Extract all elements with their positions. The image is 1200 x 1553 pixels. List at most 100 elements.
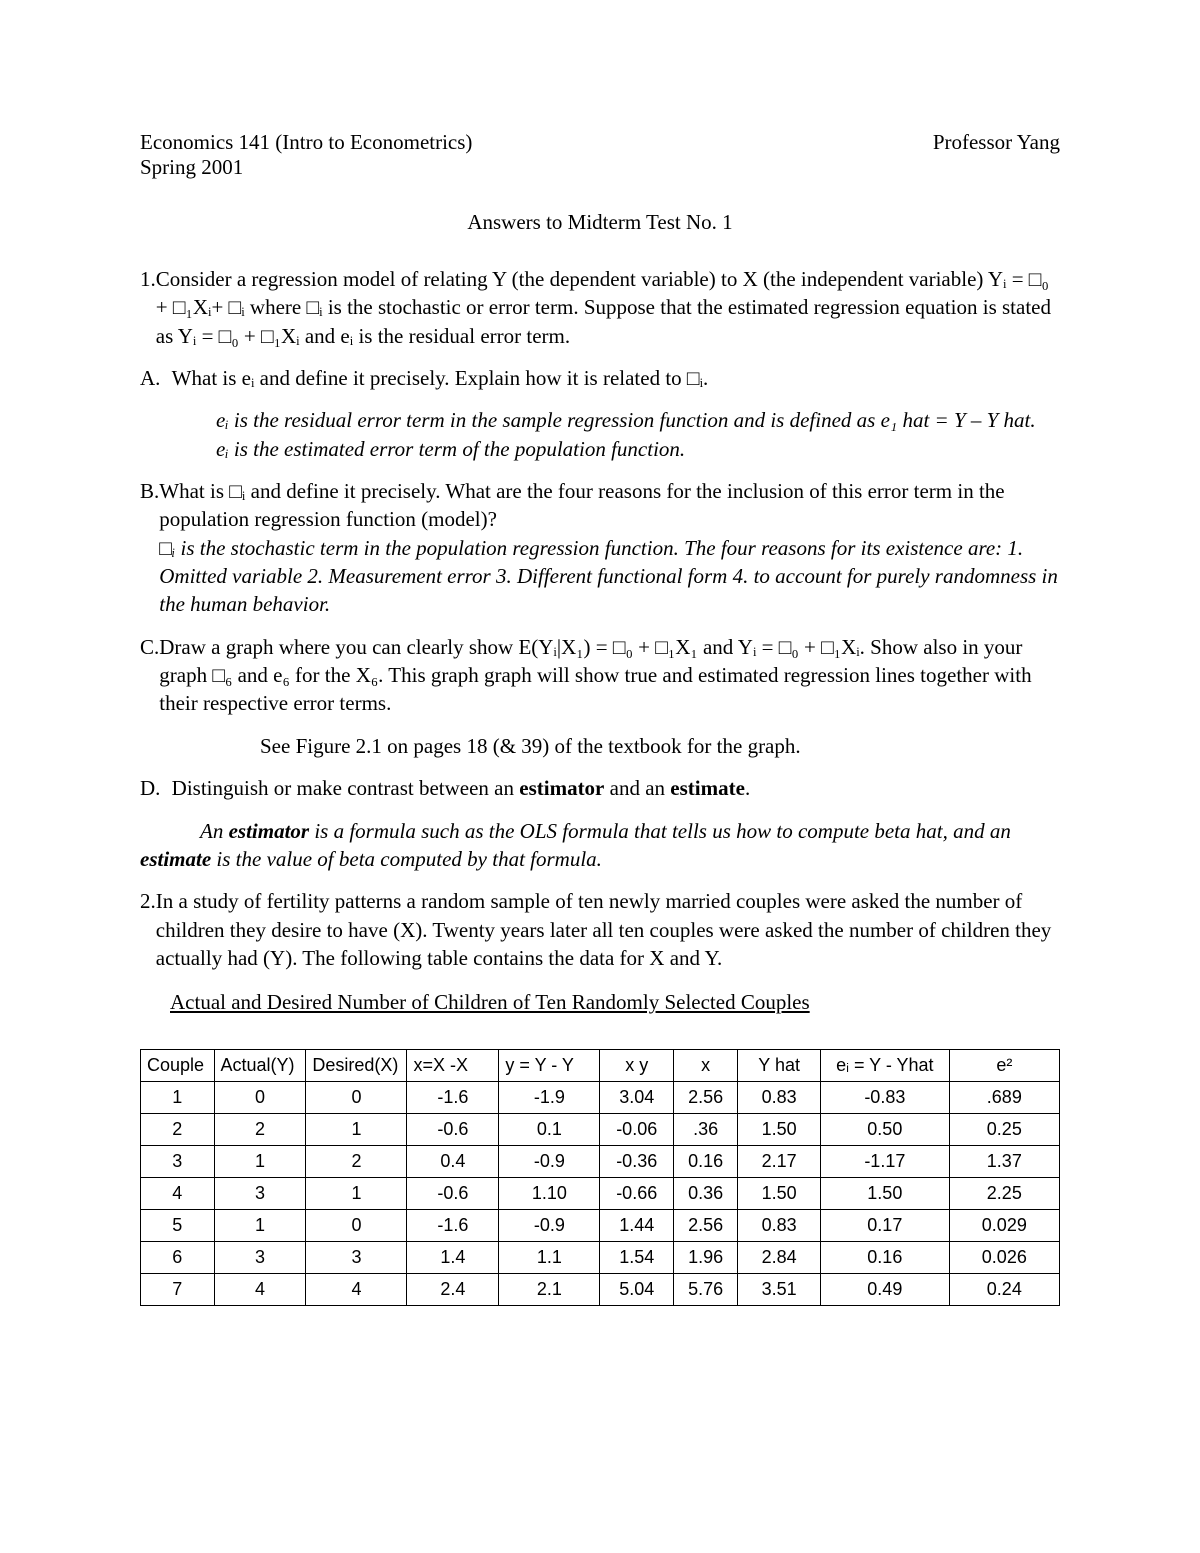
d-mid: and an	[604, 776, 670, 800]
table-title: Actual and Desired Number of Children of…	[140, 990, 1060, 1015]
term: Spring 2001	[140, 155, 472, 180]
part-label: B.	[140, 477, 159, 619]
course-title: Economics 141 (Intro to Econometrics)	[140, 130, 472, 155]
question-1b: B. What is □ᵢ and define it precisely. W…	[140, 477, 1060, 619]
table-cell: 1	[306, 1178, 407, 1210]
table-cell: 3	[306, 1242, 407, 1274]
table-cell: 0.16	[673, 1146, 737, 1178]
table-cell: 2.56	[673, 1210, 737, 1242]
table-column-header: eᵢ = Y - Yhat	[821, 1050, 950, 1082]
table-cell: 3	[214, 1242, 306, 1274]
table-cell: 1.96	[673, 1242, 737, 1274]
table-cell: 0.029	[949, 1210, 1059, 1242]
table-cell: 5.76	[673, 1274, 737, 1306]
table-cell: -1.17	[821, 1146, 950, 1178]
table-cell: 2	[306, 1146, 407, 1178]
table-cell: 3	[141, 1146, 215, 1178]
answer-1b: □ᵢ is the stochastic term in the populat…	[159, 534, 1060, 619]
table-cell: -1.9	[499, 1082, 600, 1114]
table-cell: 1	[141, 1082, 215, 1114]
table-cell: 0.4	[407, 1146, 499, 1178]
part-prompt: Draw a graph where you can clearly show …	[159, 633, 1060, 718]
table-cell: 1.10	[499, 1178, 600, 1210]
d-ans-w2: estimate	[140, 847, 211, 871]
table-cell: 0.026	[949, 1242, 1059, 1274]
table-cell: 0.24	[949, 1274, 1059, 1306]
d-suffix: .	[745, 776, 750, 800]
d-ans-mid2: is the value of beta computed by that fo…	[211, 847, 602, 871]
table-cell: 2.25	[949, 1178, 1059, 1210]
table-cell: -1.6	[407, 1210, 499, 1242]
question-number: 1.	[140, 265, 156, 350]
table-row: 221-0.60.1-0.06.361.500.500.25	[141, 1114, 1060, 1146]
table-cell: 3.04	[600, 1082, 674, 1114]
table-cell: 0.16	[821, 1242, 950, 1274]
table-body: 100-1.6-1.93.042.560.83-0.83.689221-0.60…	[141, 1082, 1060, 1306]
table-cell: 0.36	[673, 1178, 737, 1210]
question-1c: C. Draw a graph where you can clearly sh…	[140, 633, 1060, 718]
table-column-header: Actual(Y)	[214, 1050, 306, 1082]
question-1d: D. Distinguish or make contrast between …	[140, 774, 1060, 802]
answer-1a-line2: eᵢ is the estimated error term of the po…	[140, 435, 1060, 463]
table-cell: 0	[214, 1082, 306, 1114]
part-label: C.	[140, 633, 159, 718]
table-row: 7442.42.15.045.763.510.490.24	[141, 1274, 1060, 1306]
table-cell: 1.37	[949, 1146, 1059, 1178]
table-cell: 1.1	[499, 1242, 600, 1274]
data-table: CoupleActual(Y)Desired(X)x=X -Xy = Y - Y…	[140, 1049, 1060, 1306]
table-column-header: e²	[949, 1050, 1059, 1082]
table-cell: 3	[214, 1178, 306, 1210]
table-cell: 1	[306, 1114, 407, 1146]
table-cell: .689	[949, 1082, 1059, 1114]
table-cell: -0.6	[407, 1178, 499, 1210]
answer-1d: An estimator is a formula such as the OL…	[140, 817, 1060, 874]
table-cell: .36	[673, 1114, 737, 1146]
table-cell: -0.36	[600, 1146, 674, 1178]
answer-1a-line1: eᵢ is the residual error term in the sam…	[140, 406, 1060, 434]
table-cell: 1.54	[600, 1242, 674, 1274]
question-text: Consider a regression model of relating …	[156, 265, 1060, 350]
table-cell: 1.50	[738, 1114, 821, 1146]
table-column-header: x y	[600, 1050, 674, 1082]
table-cell: -1.6	[407, 1082, 499, 1114]
table-cell: 1	[214, 1210, 306, 1242]
table-cell: 6	[141, 1242, 215, 1274]
table-cell: 3.51	[738, 1274, 821, 1306]
table-cell: 2.17	[738, 1146, 821, 1178]
question-1a: A. What is eᵢ and define it precisely. E…	[140, 364, 1060, 392]
table-cell: 0.83	[738, 1210, 821, 1242]
question-number: 2.	[140, 887, 156, 972]
table-column-header: y = Y - Y	[499, 1050, 600, 1082]
document-page: Economics 141 (Intro to Econometrics) Sp…	[0, 0, 1200, 1553]
table-cell: -0.06	[600, 1114, 674, 1146]
table-cell: -0.83	[821, 1082, 950, 1114]
question-2: 2. In a study of fertility patterns a ra…	[140, 887, 1060, 972]
question-text: In a study of fertility patterns a rando…	[156, 887, 1060, 972]
document-header: Economics 141 (Intro to Econometrics) Sp…	[140, 130, 1060, 180]
table-column-header: x=X -X	[407, 1050, 499, 1082]
table-cell: 1.50	[821, 1178, 950, 1210]
table-cell: 4	[141, 1178, 215, 1210]
table-row: 3120.4-0.9-0.360.162.17-1.171.37	[141, 1146, 1060, 1178]
table-header: CoupleActual(Y)Desired(X)x=X -Xy = Y - Y…	[141, 1050, 1060, 1082]
table-cell: 0	[306, 1210, 407, 1242]
table-cell: 5	[141, 1210, 215, 1242]
header-left: Economics 141 (Intro to Econometrics) Sp…	[140, 130, 472, 180]
d-word1: estimator	[519, 776, 604, 800]
part-label: A.	[140, 366, 160, 390]
table-cell: 1	[214, 1146, 306, 1178]
table-column-header: Desired(X)	[306, 1050, 407, 1082]
table-cell: -0.9	[499, 1210, 600, 1242]
table-row: 100-1.6-1.93.042.560.83-0.83.689	[141, 1082, 1060, 1114]
d-ans-mid1: is a formula such as the OLS formula tha…	[309, 819, 1011, 843]
table-cell: 0.83	[738, 1082, 821, 1114]
answer-1c: See Figure 2.1 on pages 18 (& 39) of the…	[140, 732, 1060, 760]
table-cell: 1.4	[407, 1242, 499, 1274]
table-column-header: Couple	[141, 1050, 215, 1082]
table-column-header: Y hat	[738, 1050, 821, 1082]
table-cell: 0	[306, 1082, 407, 1114]
d-word2: estimate	[670, 776, 745, 800]
table-column-header: x	[673, 1050, 737, 1082]
table-cell: -0.9	[499, 1146, 600, 1178]
table-cell: 1.50	[738, 1178, 821, 1210]
